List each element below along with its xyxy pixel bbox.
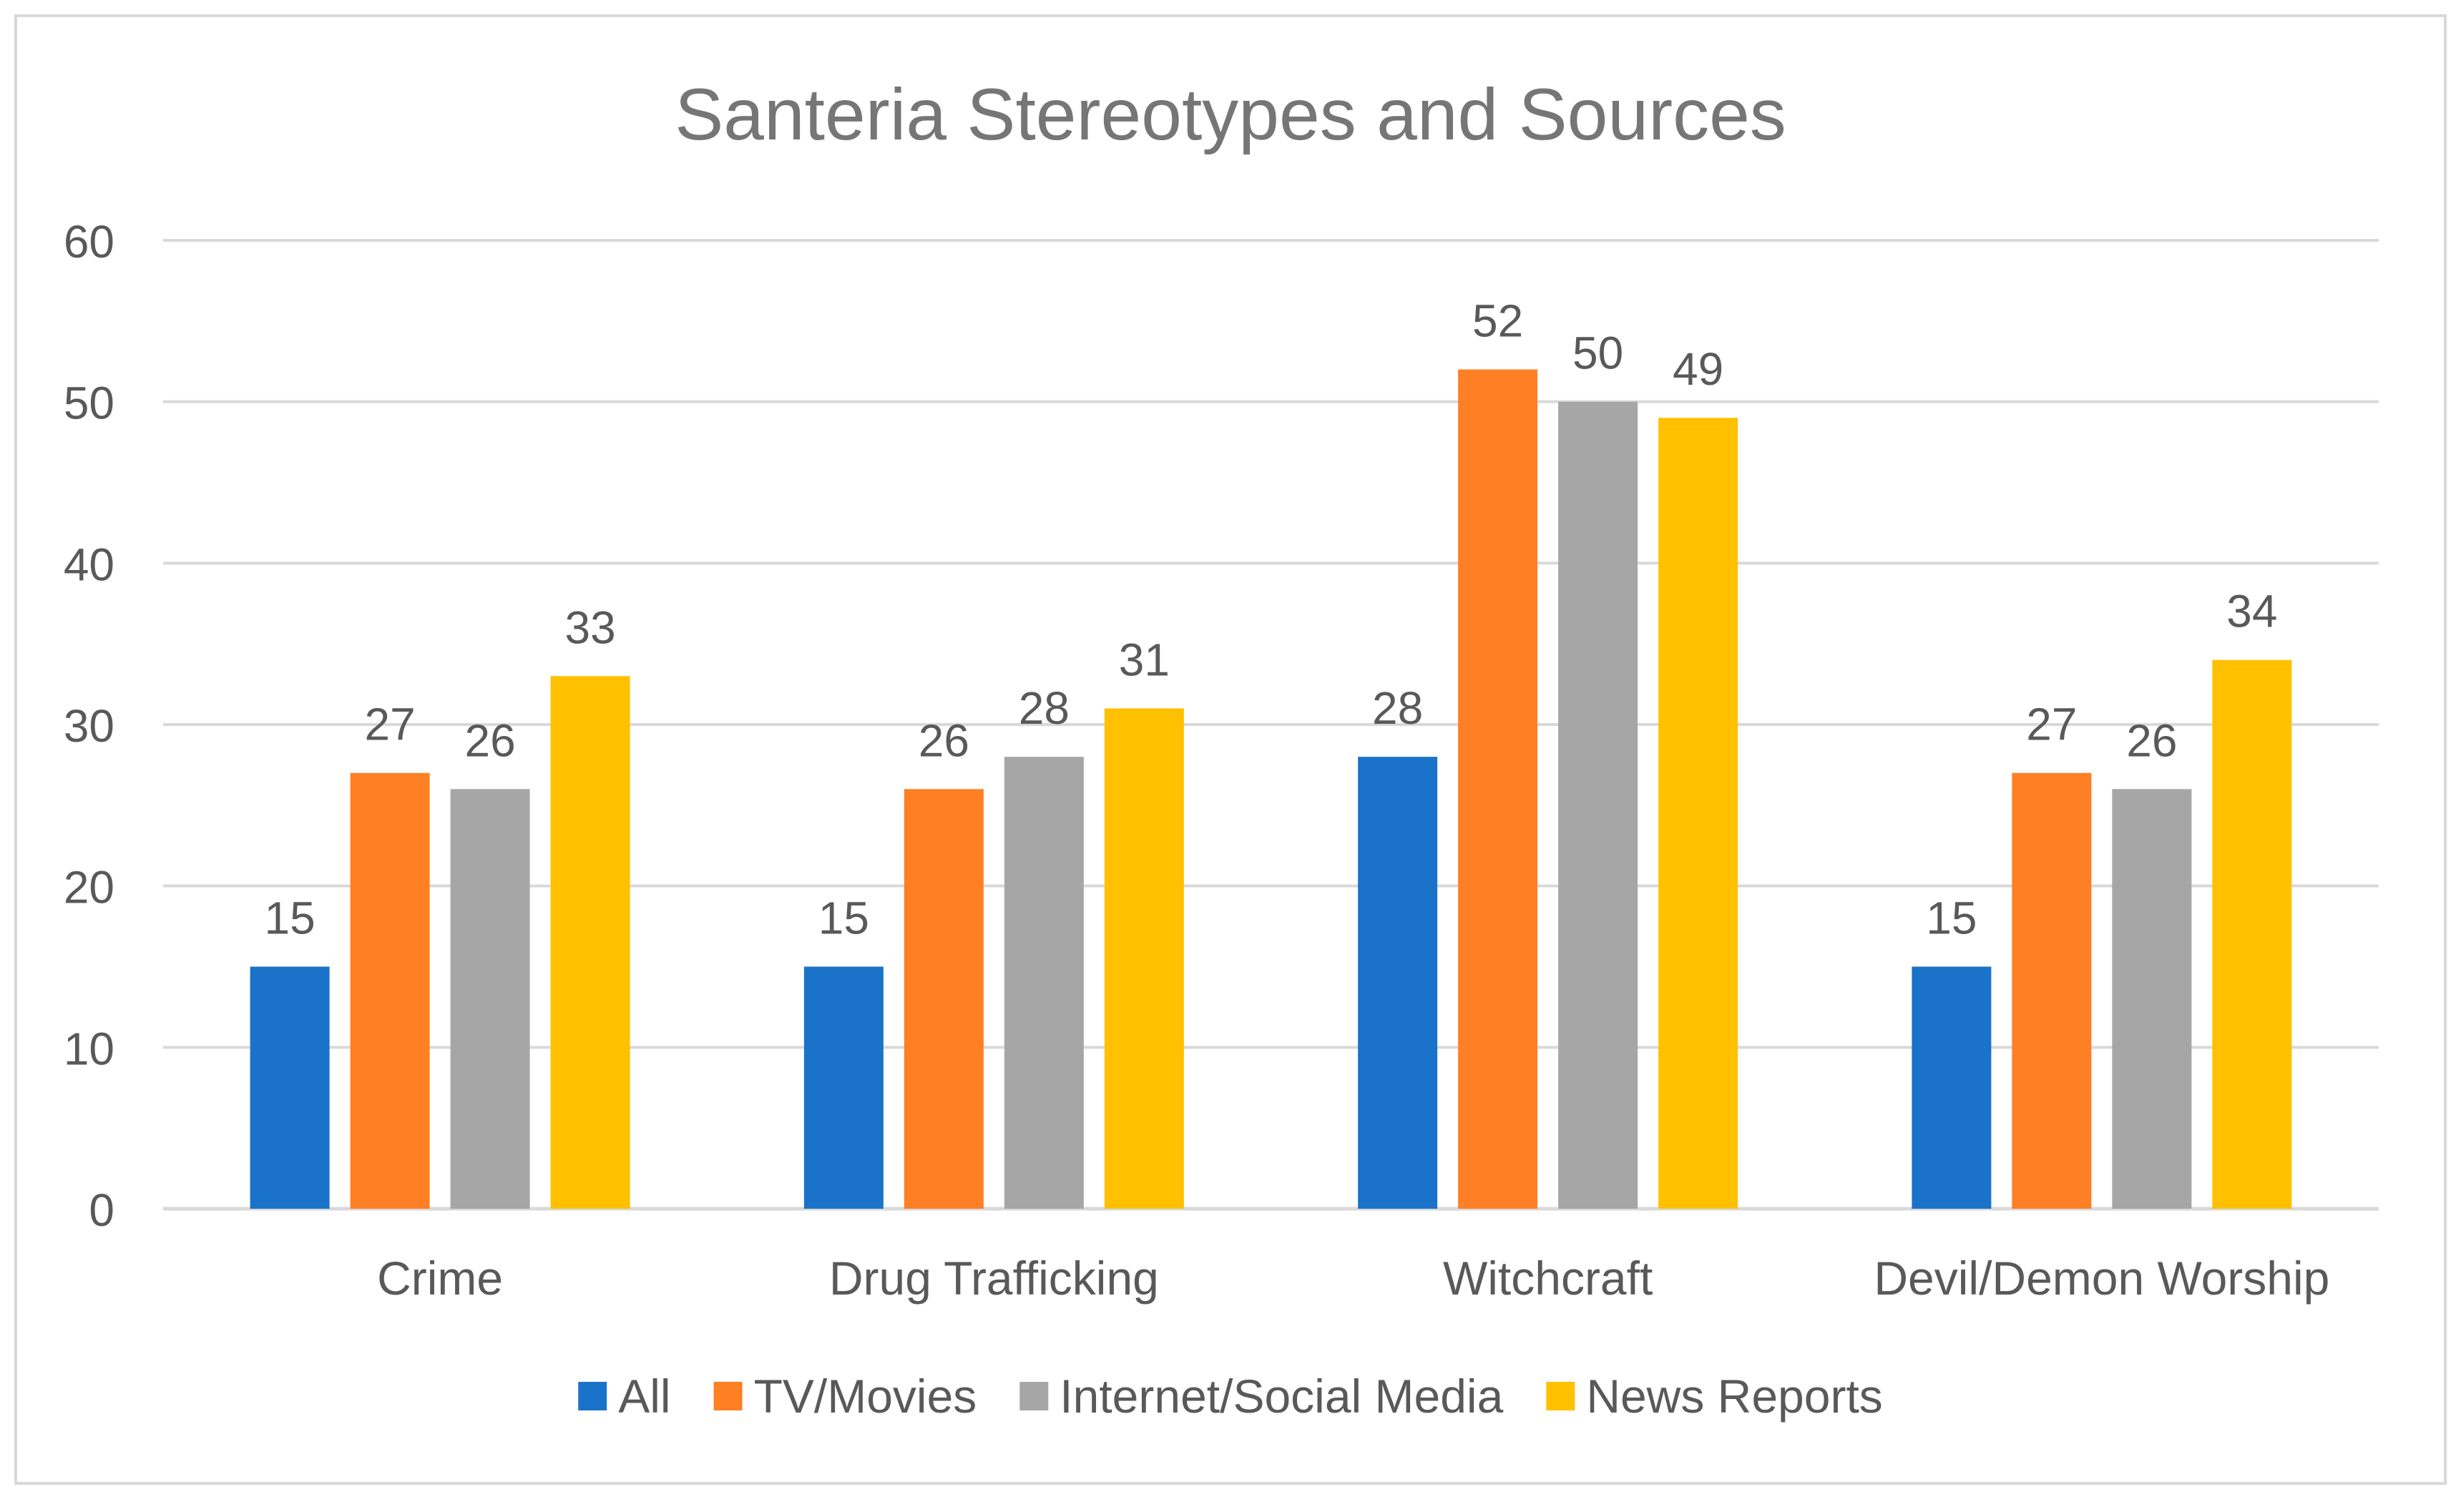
bar (904, 789, 984, 1209)
data-label: 52 (1472, 295, 1523, 347)
bar (1458, 369, 1538, 1209)
bar (250, 966, 330, 1209)
bar (1358, 757, 1438, 1209)
gridlines (163, 239, 2379, 1211)
legend: All TV/Movies Internet/Social Media News Re… (578, 1370, 1883, 1423)
legend-swatch (1546, 1382, 1575, 1410)
data-label: 15 (265, 893, 315, 944)
data-label: 49 (1673, 343, 1723, 395)
data-label: 26 (465, 715, 516, 766)
legend-swatch (713, 1382, 743, 1410)
y-tick-label: 50 (64, 378, 114, 429)
data-label: 31 (1119, 634, 1170, 685)
y-tick-label: 60 (64, 216, 114, 267)
y-tick-label: 40 (64, 539, 114, 590)
bar (1104, 708, 1184, 1209)
bar (2212, 659, 2292, 1209)
bar (2112, 789, 2192, 1209)
x-tick-label: Crime (377, 1252, 503, 1305)
bar (2012, 772, 2092, 1209)
data-label: 26 (2126, 715, 2177, 766)
x-tick-label: Witchcraft (1443, 1252, 1653, 1305)
chart-border (14, 14, 2447, 1485)
data-label: 50 (1572, 328, 1623, 379)
bar (1658, 418, 1738, 1209)
legend-label: All (618, 1370, 670, 1423)
bars (250, 369, 2292, 1209)
y-tick-label: 10 (64, 1023, 114, 1074)
bar (1004, 757, 1084, 1209)
bar (450, 789, 530, 1209)
bar (1558, 401, 1638, 1209)
data-label: 27 (365, 699, 416, 750)
data-label: 28 (1372, 682, 1423, 734)
y-tick-label: 30 (64, 700, 114, 752)
bar (803, 966, 884, 1209)
x-tick-label: Drug Trafficking (829, 1252, 1159, 1305)
bar (1912, 966, 1992, 1209)
legend-swatch (578, 1382, 607, 1410)
data-label: 15 (818, 893, 869, 944)
y-tick-label: 0 (89, 1184, 114, 1236)
legend-label: TV/Movies (754, 1370, 977, 1423)
data-label: 26 (919, 715, 969, 766)
legend-label: News Reports (1586, 1370, 1882, 1423)
chart-title: Santeria Stereotypes and Sources (675, 74, 1786, 155)
x-axis-tick-labels: Crime Drug Trafficking Witchcraft Devil/Dem… (377, 1252, 2329, 1305)
y-tick-label: 20 (64, 862, 114, 913)
data-label: 27 (2026, 699, 2077, 750)
y-axis-tick-labels: 0 10 20 30 40 50 60 (64, 216, 114, 1236)
x-tick-label: Devil/Demon Worship (1874, 1252, 2329, 1305)
data-label: 33 (565, 602, 616, 653)
data-label: 28 (1019, 682, 1070, 734)
bar (550, 676, 630, 1209)
data-labels: 15 27 26 33 15 26 28 31 28 52 50 49 15 27 26 34 (265, 295, 2278, 944)
legend-label: Internet/Social Media (1060, 1370, 1503, 1423)
data-label: 15 (1926, 893, 1977, 944)
bar (350, 772, 430, 1209)
legend-swatch (1019, 1382, 1049, 1410)
data-label: 34 (2226, 586, 2277, 637)
